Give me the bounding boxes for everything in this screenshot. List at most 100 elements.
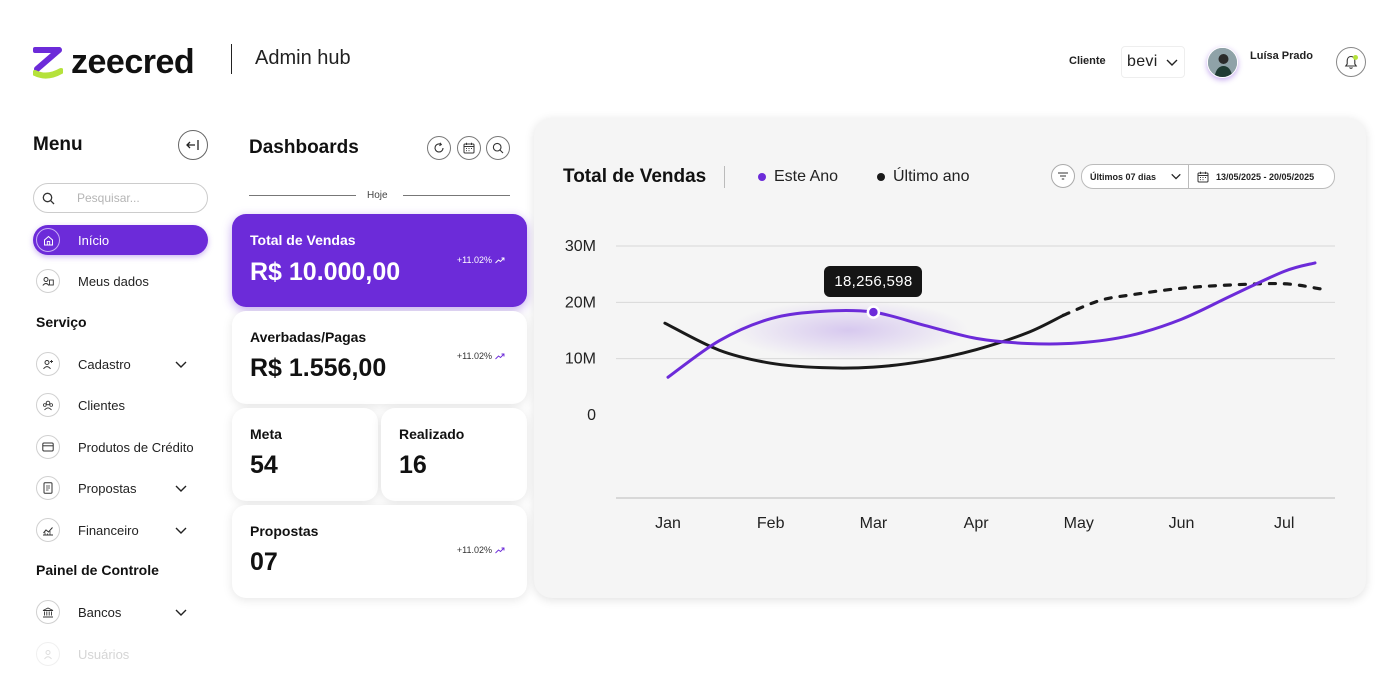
legend-este-ano[interactable]: Este Ano <box>758 168 838 186</box>
notifications-button[interactable] <box>1336 47 1366 77</box>
card-label: Realizado <box>399 426 465 442</box>
card-label: Propostas <box>250 523 319 539</box>
refresh-button[interactable] <box>427 136 451 160</box>
x-tick-label: Jun <box>1169 515 1195 532</box>
client-selected: bevi <box>1127 53 1158 70</box>
brand-logo[interactable]: zeecred <box>33 43 195 82</box>
bank-icon <box>36 600 60 624</box>
date-range-value: 13/05/2025 - 20/05/2025 <box>1216 171 1315 182</box>
y-tick-label: 0 <box>587 407 596 424</box>
sales-chart-panel: Total de Vendas Este Ano Último ano Últi… <box>534 118 1366 598</box>
section-title-painel-de-controle: Painel de Controle <box>36 562 159 578</box>
menu-title: Menu <box>33 134 83 155</box>
legend-dot <box>758 173 766 181</box>
date-divider-label: Hoje <box>367 190 388 201</box>
user-icon <box>36 642 60 666</box>
sidebar-item-inicio[interactable]: Início <box>33 225 208 255</box>
sidebar-item-label: Produtos de Crédito <box>78 439 194 455</box>
sidebar-item-cadastro[interactable]: Cadastro <box>33 349 208 379</box>
chevron-down-icon <box>1166 59 1178 66</box>
finance-chart-icon <box>36 518 60 542</box>
search-input[interactable] <box>77 191 187 205</box>
x-tick-label: May <box>1064 515 1094 532</box>
sidebar-search[interactable] <box>33 183 208 213</box>
card-value: 07 <box>250 548 278 576</box>
calendar-button[interactable] <box>457 136 481 160</box>
legend-label: Este Ano <box>774 168 839 185</box>
period-select[interactable]: Últimos 07 dias <box>1081 164 1189 189</box>
trend-up-icon <box>495 353 505 359</box>
card-value: R$ 10.000,00 <box>250 258 401 286</box>
chart-filter-button[interactable] <box>1051 164 1075 188</box>
sidebar-item-label: Meus dados <box>78 273 149 289</box>
period-select-value: Últimos 07 dias <box>1090 171 1157 182</box>
card-propostas[interactable]: Propostas 07 +11.02% <box>232 505 527 598</box>
filter-icon <box>1058 172 1068 180</box>
x-tick-label: Mar <box>860 515 888 532</box>
calendar-icon <box>463 142 475 154</box>
date-range-picker[interactable]: 13/05/2025 - 20/05/2025 <box>1188 164 1335 189</box>
avatar-image-icon <box>1208 48 1237 77</box>
card-value: 16 <box>399 451 427 479</box>
card-value: R$ 1.556,00 <box>250 354 387 382</box>
dashboards-title: Dashboards <box>249 137 359 158</box>
sidebar-item-label: Financeiro <box>78 522 139 538</box>
sidebar-item-label: Bancos <box>78 604 122 620</box>
sales-line-chart: 0 10M 20M 30M Jan Feb Mar Apr May Jun Jul <box>565 238 1335 532</box>
card-trend: +11.02% <box>457 351 505 361</box>
y-tick-label: 30M <box>565 238 596 255</box>
app-subtitle: Admin hub <box>255 47 351 69</box>
card-label: Total de Vendas <box>250 232 356 248</box>
sidebar-item-label: Clientes <box>78 397 125 413</box>
card-averbadas-pagas[interactable]: Averbadas/Pagas R$ 1.556,00 +11.02% <box>232 311 527 404</box>
series-line-ultimo-ano <box>663 313 1065 370</box>
card-label: Meta <box>250 426 282 442</box>
trend-value: +11.02% <box>456 255 492 265</box>
sidebar-item-clientes[interactable]: Clientes <box>33 390 208 420</box>
home-icon <box>36 228 60 252</box>
section-title-servico: Serviço <box>36 314 87 330</box>
legend-label: Último ano <box>893 168 970 185</box>
sidebar-item-produtos-de-credito[interactable]: Produtos de Crédito <box>33 432 208 462</box>
client-label: Cliente <box>1069 55 1106 67</box>
client-selector[interactable]: bevi <box>1121 46 1185 78</box>
trend-value: +11.02% <box>456 545 492 555</box>
trend-up-icon <box>495 547 505 553</box>
sidebar-item-propostas[interactable]: Propostas <box>33 473 208 503</box>
card-trend: +11.02% <box>457 545 505 555</box>
x-tick-label: Jan <box>655 515 681 532</box>
search-icon <box>42 192 55 204</box>
collapse-sidebar-button[interactable] <box>178 130 208 160</box>
x-tick-label: Jul <box>1274 515 1294 532</box>
user-data-icon <box>36 269 60 293</box>
chevron-down-icon <box>1171 173 1181 180</box>
series-line-este-ano <box>666 261 1317 379</box>
user-name: Luísa Prado <box>1250 50 1313 62</box>
dashboard-search-button[interactable] <box>486 136 510 160</box>
card-total-vendas[interactable]: Total de Vendas R$ 10.000,00 +11.02% <box>232 214 527 307</box>
card-realizado[interactable]: Realizado 16 <box>381 408 527 501</box>
sidebar-item-label: Início <box>78 232 110 248</box>
highlight-point <box>866 305 881 319</box>
user-avatar[interactable] <box>1207 47 1238 78</box>
series-line-ultimo-ano-projection <box>1061 281 1322 317</box>
legend-ultimo-ano[interactable]: Último ano <box>877 168 969 186</box>
chevron-down-icon <box>175 527 187 534</box>
chevron-down-icon <box>175 361 187 368</box>
chart-tooltip: 18,256,598 <box>824 266 923 298</box>
document-icon <box>36 476 60 500</box>
trend-up-icon <box>495 257 505 263</box>
sidebar-item-usuarios[interactable]: Usuários <box>33 639 208 669</box>
sidebar-item-label: Usuários <box>78 646 130 662</box>
logo-text: zeecred <box>71 43 195 81</box>
sidebar-item-financeiro[interactable]: Financeiro <box>33 515 208 545</box>
x-tick-label: Apr <box>964 515 990 532</box>
sidebar-item-meus-dados[interactable]: Meus dados <box>33 266 208 296</box>
card-meta[interactable]: Meta 54 <box>232 408 378 501</box>
search-icon <box>492 142 504 154</box>
divider-line-right <box>403 195 510 196</box>
card-label: Averbadas/Pagas <box>250 329 367 345</box>
user-add-icon <box>36 352 60 376</box>
sidebar-item-bancos[interactable]: Bancos <box>33 597 208 627</box>
card-trend: +11.02% <box>457 255 505 265</box>
